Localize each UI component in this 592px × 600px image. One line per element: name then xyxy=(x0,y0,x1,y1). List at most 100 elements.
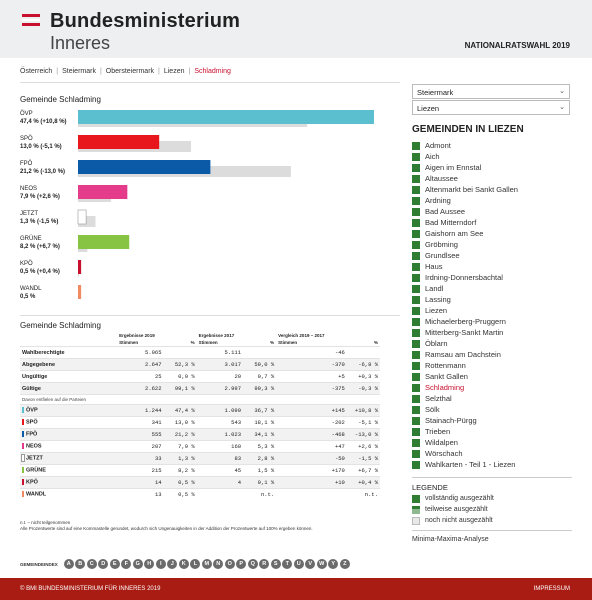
municipality-item[interactable]: Admont xyxy=(412,140,572,151)
site-footer: © BMI BUNDESMINISTERIUM FÜR INNERES 2019… xyxy=(0,578,592,600)
municipality-item[interactable]: Haus xyxy=(412,261,572,272)
index-letter-button[interactable]: T xyxy=(282,559,293,569)
municipality-item[interactable]: Ramsau am Dachstein xyxy=(412,349,572,360)
brand-title[interactable]: Bundesministerium xyxy=(50,10,241,32)
municipality-item[interactable]: Aich xyxy=(412,151,572,162)
index-letter-button[interactable]: A xyxy=(63,559,74,569)
minmax-analysis-link[interactable]: Minima-Maxima-Analyse xyxy=(412,536,489,543)
municipality-item[interactable]: Sölk xyxy=(412,404,572,415)
index-letter-button[interactable]: P xyxy=(236,559,247,569)
row-label-text: ÖVP xyxy=(26,407,38,414)
index-letter-button[interactable]: O xyxy=(224,559,235,569)
municipality-item[interactable]: Gröbming xyxy=(412,239,572,250)
legend-swatch-icon xyxy=(412,505,420,514)
index-letter-button[interactable]: H xyxy=(144,559,155,569)
index-letter-button[interactable]: E xyxy=(109,559,120,569)
municipality-item[interactable]: Rottenmann xyxy=(412,360,572,371)
municipality-item[interactable]: Michaelerberg-Pruggern xyxy=(412,316,572,327)
party-row: SPÖ 341 13,0 % 543 18,1 % -202 -5,1 % xyxy=(20,416,380,429)
municipality-item[interactable]: Ardning xyxy=(412,195,572,206)
row-label-text: Gültige xyxy=(22,385,41,392)
municipality-item[interactable]: Altaussee xyxy=(412,173,572,184)
municipality-item[interactable]: Sankt Gallen xyxy=(412,371,572,382)
municipality-item[interactable]: Trieben xyxy=(412,426,572,437)
cell-v17: 1.099 xyxy=(196,404,244,417)
municipality-item[interactable]: Wildalpen xyxy=(412,437,572,448)
index-letter-button[interactable]: Q xyxy=(247,559,258,569)
municipality-item[interactable]: Schladming xyxy=(412,382,572,393)
index-letter-button[interactable]: V xyxy=(305,559,316,569)
breadcrumb-item-schladming: Schladming xyxy=(194,68,231,75)
municipality-item[interactable]: Bad Mitterndorf xyxy=(412,217,572,228)
district-select[interactable]: Liezen ⌄ xyxy=(412,100,570,115)
party-row: KPÖ 14 0,5 % 4 0,1 % +10 +0,4 % xyxy=(20,476,380,489)
status-square-icon xyxy=(412,229,420,238)
municipality-name: Schladming xyxy=(425,383,465,392)
index-letter-button[interactable]: K xyxy=(178,559,189,569)
municipality-item[interactable]: Bad Aussee xyxy=(412,206,572,217)
municipality-item[interactable]: Stainach-Pürgg xyxy=(412,415,572,426)
municipality-name: Öblarn xyxy=(425,339,448,348)
cell-v19: 25 xyxy=(117,370,164,383)
index-letter-button[interactable]: W xyxy=(316,559,327,569)
breadcrumb-separator: | xyxy=(56,68,59,75)
municipality-item[interactable]: Wörschach xyxy=(412,448,572,459)
municipality-item[interactable]: Wahlkarten - Teil 1 - Liezen xyxy=(412,459,572,470)
bar-category-label: GRÜNE xyxy=(20,235,42,242)
brand-subtitle[interactable]: Inneres xyxy=(50,33,111,53)
municipality-item[interactable]: Mitterberg-Sankt Martin xyxy=(412,327,572,338)
index-letter-button[interactable]: F xyxy=(121,559,132,569)
impressum-link[interactable]: IMPRESSUM xyxy=(533,586,570,592)
index-letter-button[interactable]: U xyxy=(293,559,304,569)
municipality-item[interactable]: Aigen im Ennstal xyxy=(412,162,572,173)
cell-dp: n.t. xyxy=(346,488,380,500)
municipality-item[interactable]: Landl xyxy=(412,283,572,294)
index-letter-button[interactable]: N xyxy=(213,559,224,569)
bar-category-label: SPÖ xyxy=(20,135,33,142)
municipality-item[interactable]: Liezen xyxy=(412,305,572,316)
cell-dp: +6,7 % xyxy=(346,464,380,477)
municipality-item[interactable]: Altenmarkt bei Sankt Gallen xyxy=(412,184,572,195)
municipality-item[interactable]: Gaishorn am See xyxy=(412,228,572,239)
breadcrumb-item-liezen[interactable]: Liezen xyxy=(163,68,185,75)
municipality-item[interactable]: Irdning-Donnersbachtal xyxy=(412,272,572,283)
status-square-icon xyxy=(412,262,420,271)
index-letter-button[interactable]: M xyxy=(201,559,212,569)
status-square-icon xyxy=(412,460,420,469)
row-label: NEOS xyxy=(20,440,118,453)
index-letter-button[interactable]: B xyxy=(75,559,86,569)
state-select[interactable]: Steiermark ⌄ xyxy=(412,84,570,99)
index-letter-button[interactable]: L xyxy=(190,559,201,569)
index-letter-button[interactable]: C xyxy=(86,559,97,569)
party-row: JETZT 33 1,3 % 83 2,8 % -50 -1,5 % xyxy=(20,452,380,465)
bar-2019 xyxy=(78,260,82,274)
cell-v17: 20 xyxy=(196,370,244,383)
cell-dp: +0,3 % xyxy=(346,370,380,383)
index-letter-button[interactable]: Z xyxy=(339,559,350,569)
breadcrumb-item-oesterreich[interactable]: Österreich xyxy=(20,68,53,75)
index-letter-button[interactable]: Y xyxy=(328,559,339,569)
breadcrumb-item-steiermark[interactable]: Steiermark xyxy=(62,68,96,75)
party-color-marker xyxy=(22,479,24,486)
bar-2019 xyxy=(78,285,82,299)
index-letter-button[interactable]: S xyxy=(270,559,281,569)
index-letter-button[interactable]: J xyxy=(167,559,178,569)
cell-dv: -375 xyxy=(276,382,347,395)
municipality-name: Irdning-Donnersbachtal xyxy=(425,273,503,282)
index-letter-button[interactable]: R xyxy=(259,559,270,569)
breadcrumb-item-obersteiermark[interactable]: Obersteiermark xyxy=(105,68,155,75)
header-pct-2019: % xyxy=(190,340,195,345)
cell-v17: 4 xyxy=(196,476,244,489)
municipality-item[interactable]: Grundlsee xyxy=(412,250,572,261)
bar-category-label: NEOS xyxy=(20,186,37,192)
cell-dp xyxy=(346,346,380,359)
cell-dv: -50 xyxy=(276,452,347,465)
cell-dp: -13,0 % xyxy=(346,428,380,441)
municipality-item[interactable]: Selzthal xyxy=(412,393,572,404)
index-letter-button[interactable]: D xyxy=(98,559,109,569)
cell-p17: 5,3 % xyxy=(243,440,277,453)
index-letter-button[interactable]: I xyxy=(155,559,166,569)
index-letter-button[interactable]: G xyxy=(132,559,143,569)
municipality-item[interactable]: Lassing xyxy=(412,294,572,305)
municipality-item[interactable]: Öblarn xyxy=(412,338,572,349)
